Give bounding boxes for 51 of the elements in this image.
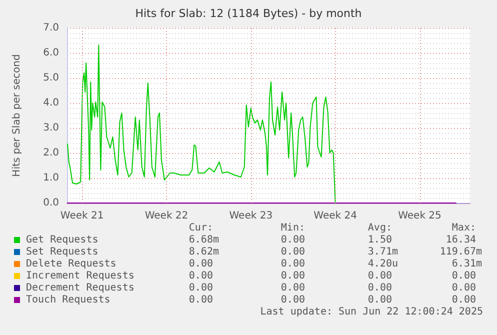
y-tick-label: 3.0 [43,122,59,134]
text: 0.00 [280,258,305,270]
y-axis-title: Hits per Slab per second [12,54,22,177]
text: 0.00 [368,270,392,282]
text: 0.00 [188,270,213,282]
text: 8.62m [188,246,219,258]
text: Min: [280,222,305,234]
text: 0.00 [452,294,476,306]
y-tick-label: 4.0 [43,98,59,108]
x-tick-label: Week 23 [229,210,273,222]
x-tick-label: Week 25 [398,210,442,222]
legend-label: Delete Requests [26,258,116,270]
y-tick-label: 2.0 [43,148,59,158]
text: 0.00 [368,294,392,306]
y-tick-label: 5.0 [43,72,59,84]
y-tick-label: 6.0 [43,48,59,58]
text: 0.00 [188,294,213,306]
text: Last update: Sun Jun 22 12:00:24 2025 [260,306,483,318]
text: 0.00 [188,258,213,270]
text: 119.67m [440,246,482,258]
text: 6.31m [452,258,482,270]
chart-title: Hits for Slab: 12 (1184 Bytes) - by month [135,7,362,20]
text: 6.68m [188,234,219,246]
text: Avg: [368,222,392,234]
text: 0.00 [280,270,305,282]
x-tick-label: Week 22 [144,210,188,222]
text: 4.20u [368,258,398,270]
legend-label: Touch Requests [26,294,110,306]
text: 0.00 [280,294,305,306]
text: 0.00 [280,282,305,294]
legend-label: Set Requests [26,246,98,258]
text: 0.00 [280,234,305,246]
y-tick-label: 0.0 [43,198,59,208]
text: 0.00 [368,282,392,294]
line-series [67,44,336,204]
text: 0.00 [280,246,305,258]
text: 0.00 [188,282,213,294]
legend-label: Decrement Requests [26,282,134,294]
x-tick-label: Week 24 [314,210,357,222]
text: 16.34 [446,234,476,246]
text: 0.00 [452,282,476,294]
y-tick-label: 7.0 [43,22,59,34]
text: 3.71m [368,246,398,258]
text: Max: [452,222,476,234]
y-tick-label: 1.0 [43,172,59,184]
legend-label: Increment Requests [26,270,134,282]
text: 0.00 [452,270,476,282]
text: 1.50 [368,234,392,246]
text: Cur: [188,222,213,234]
x-tick-label: Week 21 [60,210,104,222]
legend-label: Get Requests [26,234,98,246]
